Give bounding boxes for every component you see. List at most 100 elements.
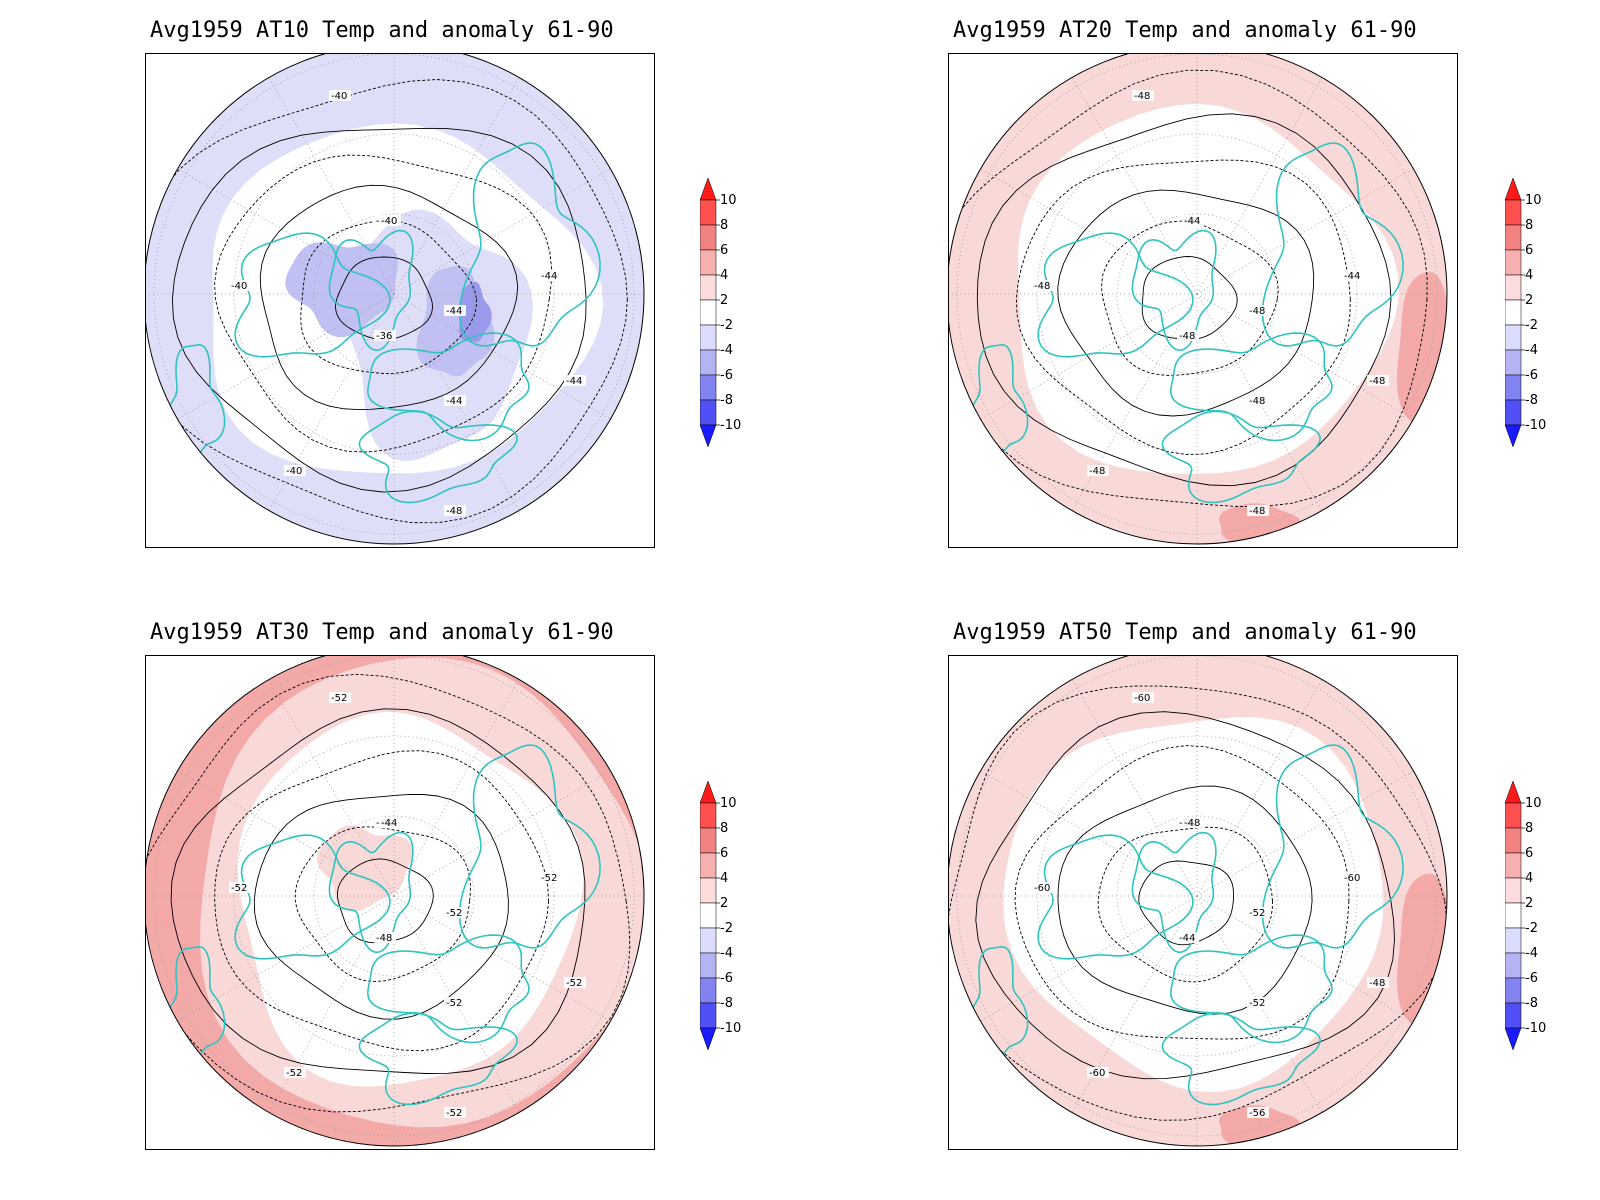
colorbar-swatch (700, 249, 717, 276)
colorbar-swatch (700, 374, 717, 401)
colorbar-swatch (1505, 927, 1522, 954)
colorbar-label: 4 (720, 871, 728, 886)
colorbar-label: 2 (1525, 896, 1533, 911)
contour-label: -40 (381, 216, 397, 227)
colorbar-label: -4 (1525, 946, 1538, 961)
colorbar-label: 10 (720, 193, 737, 208)
colorbar-extend-top (1505, 177, 1522, 201)
isotherm-contour (1057, 189, 1315, 417)
coastline (234, 232, 391, 358)
colorbar-label: -6 (720, 971, 733, 986)
panel-title: Avg1959 AT30 Temp and anomaly 61-90 (150, 620, 614, 645)
contour-label: -40 (231, 281, 247, 292)
coastline (163, 945, 226, 1059)
coastline (966, 945, 1029, 1059)
contour-label: -60 (1089, 1068, 1105, 1079)
isotherm-contour (146, 79, 628, 524)
colorbar-swatch (700, 299, 717, 326)
colorbar-label: 6 (720, 243, 728, 258)
coastline (234, 834, 391, 960)
coastline (458, 744, 601, 949)
colorbar-swatch (700, 1002, 717, 1029)
colorbar-swatch (1505, 852, 1522, 879)
coastline (1169, 934, 1333, 1044)
isotherm-contour (949, 69, 1428, 507)
colorbar-label: 10 (1525, 193, 1542, 208)
colorbar-extend-top (1505, 780, 1522, 804)
map-boundary (949, 656, 1448, 1147)
coastline (1261, 142, 1404, 347)
colorbar-swatch (700, 199, 717, 226)
map-canvas: -52-52-48-52-52-48-44-52-52-52-52 (146, 656, 645, 1147)
colorbar-label: -8 (1525, 393, 1538, 408)
isotherm-contour (1014, 745, 1350, 1040)
contour-label: -48 (1184, 818, 1200, 829)
graticule-line (393, 895, 611, 1022)
contour-label: -44 (1184, 216, 1200, 227)
colorbar-label: -4 (720, 343, 733, 358)
colorbar-label: -10 (720, 418, 741, 433)
contour-label: -52 (566, 978, 582, 989)
colorbar-label: 2 (720, 293, 728, 308)
colorbar-label: 2 (1525, 293, 1533, 308)
colorbar-swatch (1505, 274, 1522, 301)
panel-title: Avg1959 AT20 Temp and anomaly 61-90 (953, 18, 1417, 43)
graticule-line (393, 77, 520, 295)
colorbar-label: -2 (1525, 921, 1538, 936)
polar-map: -48-48-44-48-48-48-44-48-48-48-44 (948, 53, 1458, 548)
polar-map: -60-60-56-52-48-44-48-52-56-60-60 (948, 655, 1458, 1150)
colorbar-label: -10 (1525, 418, 1546, 433)
colorbar-label: -2 (720, 318, 733, 333)
contour-label: -52 (1249, 998, 1265, 1009)
colorbar-label: 4 (1525, 871, 1533, 886)
graticule-line (1196, 679, 1323, 897)
contour-label: -40 (331, 91, 347, 102)
graticule-line (177, 770, 395, 897)
graticule-line (393, 168, 611, 295)
anomaly-field (1397, 271, 1447, 432)
colorbar-label: 10 (720, 796, 737, 811)
coastline (1161, 1012, 1321, 1106)
contour-label: -44 (566, 376, 582, 387)
colorbar-label: -8 (720, 393, 733, 408)
colorbar-swatch (700, 399, 717, 426)
map-boundary (949, 54, 1448, 545)
graticule-line (1071, 77, 1198, 295)
graticule-line (1196, 895, 1414, 1022)
contour-label: -52 (446, 908, 462, 919)
coastline (328, 831, 414, 954)
isotherm-contour (214, 154, 552, 453)
colorbar-swatch (1505, 977, 1522, 1004)
isotherm-contour (975, 711, 1395, 1080)
colorbar-label: 2 (720, 896, 728, 911)
coastline (328, 229, 414, 352)
graticule-line (1071, 679, 1198, 897)
colorbar-label: -4 (720, 946, 733, 961)
colorbar-label: -6 (1525, 971, 1538, 986)
isotherm-contour (214, 750, 550, 1052)
colorbar-swatch (700, 827, 717, 854)
isotherm-contour (1141, 256, 1238, 340)
colorbar-swatch (1505, 374, 1522, 401)
colorbar-swatch (1505, 399, 1522, 426)
isotherm-contour (146, 673, 631, 1113)
colorbar-extend-bottom (1505, 424, 1522, 448)
colorbar-label: -4 (1525, 343, 1538, 358)
colorbar-swatch (1505, 952, 1522, 979)
colorbar-label: -6 (720, 368, 733, 383)
colorbar-swatch (700, 852, 717, 879)
contour-label: -44 (1179, 933, 1195, 944)
anomaly-field (285, 242, 399, 338)
map-canvas: -60-60-56-52-48-44-48-52-56-60-60 (949, 656, 1448, 1147)
colorbar: 10 8 6 4 2 -2 -4 -6 -8 -10 (700, 177, 741, 448)
contour-label: -48 (446, 506, 462, 517)
colorbar-label: 8 (720, 821, 728, 836)
colorbar-swatch (700, 349, 717, 376)
isotherm-contour (171, 127, 587, 493)
isotherm-contour (1101, 220, 1279, 376)
coastline (366, 934, 530, 1044)
contour-label: -48 (1134, 91, 1150, 102)
colorbar-swatch (1505, 324, 1522, 351)
colorbar-extend-top (700, 177, 717, 201)
contour-label: -44 (381, 818, 397, 829)
